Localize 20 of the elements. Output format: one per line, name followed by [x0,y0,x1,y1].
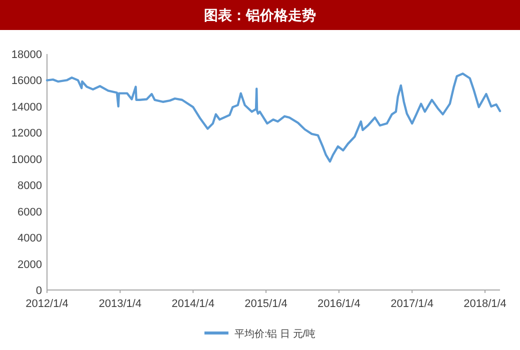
x-tick-label: 2017/1/4 [390,298,434,310]
x-tick-label: 2014/1/4 [172,298,214,310]
y-tick-label: 10000 [11,154,42,166]
x-tick-label: 2015/1/4 [244,298,288,310]
y-tick-label: 8000 [18,180,42,192]
legend-label: 平均价:铝 日 元/吨 [234,328,316,340]
y-tick-label: 12000 [11,128,42,140]
y-tick-label: 0 [36,285,42,297]
y-tick-label: 6000 [18,206,42,218]
x-tick-label: 2013/1/4 [98,298,142,310]
y-tick-label: 18000 [11,49,42,61]
y-tick-label: 14000 [11,101,42,114]
chart-title: 图表：铝价格走势 [204,7,316,23]
x-tick-label: 2018/1/4 [464,298,506,310]
x-tick-label: 2016/1/4 [318,298,360,310]
y-tick-label: 16000 [11,75,42,88]
y-tick-label: 2000 [18,258,42,271]
y-tick-label: 4000 [18,232,42,245]
line-series [46,72,502,163]
x-tick-label: 2012/1/4 [26,298,68,310]
